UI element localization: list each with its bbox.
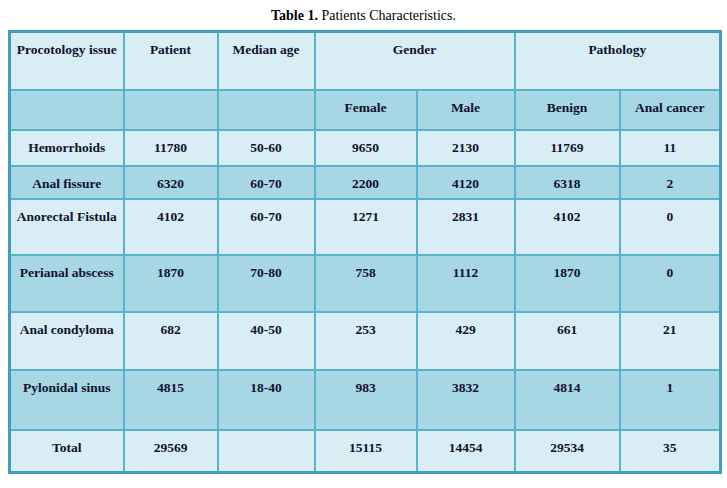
table-row-pylonidal-sinus: Pylonidal sinus 4815 18-40 983 3832 4814… — [10, 370, 721, 430]
header-gender: Gender — [315, 32, 515, 90]
caption-text: Patients Characteristics. — [321, 8, 456, 23]
cell-anal-cancer: 2 — [620, 166, 721, 199]
header-benign: Benign — [515, 90, 620, 130]
header-anal-cancer: Anal cancer — [620, 90, 721, 130]
cell-patient: 11780 — [124, 130, 218, 166]
table-row-anal-fissure: Anal fissure 6320 60-70 2200 4120 6318 2 — [10, 166, 721, 199]
cell-anal-cancer: 1 — [620, 370, 721, 430]
header-empty-median-age — [218, 90, 315, 130]
caption-label: Table 1. — [271, 8, 318, 23]
cell-benign: 661 — [515, 312, 620, 370]
cell-benign: 11769 — [515, 130, 620, 166]
cell-patient: 4102 — [124, 199, 218, 255]
cell-patient: 682 — [124, 312, 218, 370]
cell-female: 1271 — [315, 199, 417, 255]
table-row-total: Total 29569 15115 14454 29534 35 — [10, 430, 721, 473]
cell-patient: 6320 — [124, 166, 218, 199]
header-procotology-issue: Procotology issue — [10, 32, 124, 90]
cell-patient: 4815 — [124, 370, 218, 430]
cell-male: 4120 — [417, 166, 515, 199]
cell-female: 253 — [315, 312, 417, 370]
header-row-top: Procotology issue Patient Median age Gen… — [10, 32, 721, 90]
cell-male: 2831 — [417, 199, 515, 255]
cell-issue: Pylonidal sinus — [10, 370, 124, 430]
cell-male: 2130 — [417, 130, 515, 166]
cell-female: 758 — [315, 255, 417, 312]
patients-characteristics-table: Procotology issue Patient Median age Gen… — [8, 30, 722, 474]
cell-benign: 1870 — [515, 255, 620, 312]
header-female: Female — [315, 90, 417, 130]
header-row-sub: Female Male Benign Anal cancer — [10, 90, 721, 130]
cell-median-age: 18-40 — [218, 370, 315, 430]
cell-issue: Perianal abscess — [10, 255, 124, 312]
cell-median-age — [218, 430, 315, 473]
cell-median-age: 70-80 — [218, 255, 315, 312]
cell-male: 3832 — [417, 370, 515, 430]
header-empty-issue — [10, 90, 124, 130]
cell-anal-cancer: 0 — [620, 255, 721, 312]
cell-anal-cancer: 35 — [620, 430, 721, 473]
header-median-age: Median age — [218, 32, 315, 90]
cell-patient: 29569 — [124, 430, 218, 473]
table-row-anorectal-fistula: Anorectal Fistula 4102 60-70 1271 2831 4… — [10, 199, 721, 255]
cell-patient: 1870 — [124, 255, 218, 312]
cell-female: 2200 — [315, 166, 417, 199]
table-row-perianal-abscess: Perianal abscess 1870 70-80 758 1112 187… — [10, 255, 721, 312]
table-caption: Table 1. Patients Characteristics. — [0, 8, 727, 24]
cell-issue: Hemorrhoids — [10, 130, 124, 166]
header-empty-patient — [124, 90, 218, 130]
cell-male: 1112 — [417, 255, 515, 312]
cell-female: 15115 — [315, 430, 417, 473]
cell-anal-cancer: 0 — [620, 199, 721, 255]
cell-female: 983 — [315, 370, 417, 430]
cell-male: 429 — [417, 312, 515, 370]
page: Table 1. Patients Characteristics. Proco… — [0, 0, 727, 488]
cell-median-age: 60-70 — [218, 166, 315, 199]
header-male: Male — [417, 90, 515, 130]
cell-female: 9650 — [315, 130, 417, 166]
cell-benign: 29534 — [515, 430, 620, 473]
cell-male: 14454 — [417, 430, 515, 473]
cell-issue: Anal fissure — [10, 166, 124, 199]
cell-issue: Anal condyloma — [10, 312, 124, 370]
cell-benign: 6318 — [515, 166, 620, 199]
cell-issue: Total — [10, 430, 124, 473]
table-row-anal-condyloma: Anal condyloma 682 40-50 253 429 661 21 — [10, 312, 721, 370]
cell-anal-cancer: 11 — [620, 130, 721, 166]
table-row-hemorrhoids: Hemorrhoids 11780 50-60 9650 2130 11769 … — [10, 130, 721, 166]
cell-median-age: 40-50 — [218, 312, 315, 370]
cell-issue: Anorectal Fistula — [10, 199, 124, 255]
cell-median-age: 60-70 — [218, 199, 315, 255]
header-pathology: Pathology — [515, 32, 721, 90]
cell-benign: 4814 — [515, 370, 620, 430]
cell-median-age: 50-60 — [218, 130, 315, 166]
header-patient: Patient — [124, 32, 218, 90]
cell-benign: 4102 — [515, 199, 620, 255]
cell-anal-cancer: 21 — [620, 312, 721, 370]
